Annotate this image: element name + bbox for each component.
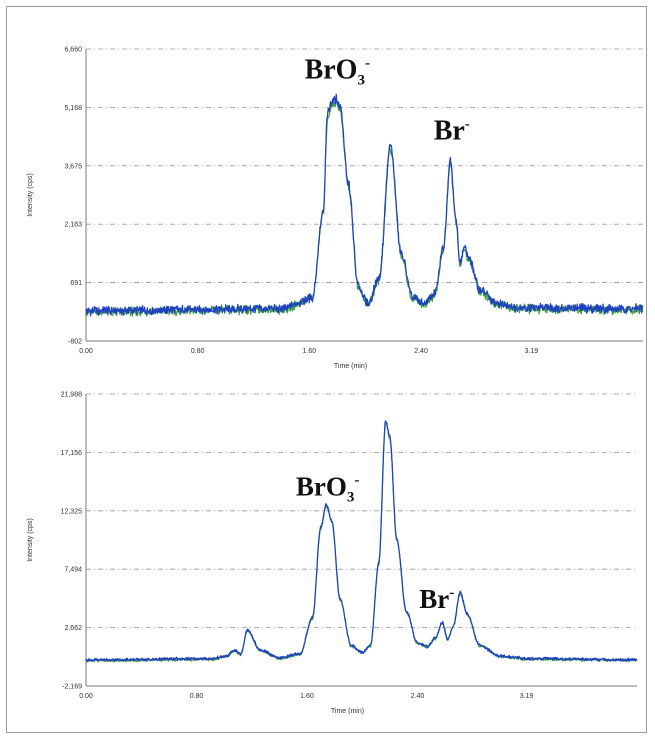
y-tick-label: 5,168 — [64, 105, 82, 112]
x-tick-label: 0.00 — [79, 348, 93, 355]
y-axis-label: Intensity (cps) — [27, 173, 34, 217]
x-tick-label: 3.19 — [520, 693, 534, 700]
x-tick-label: 0.80 — [191, 348, 205, 355]
y-tick-label: 3,675 — [64, 163, 82, 170]
x-tick-label: 3.19 — [525, 348, 539, 355]
y-tick-label: -2,169 — [62, 684, 82, 691]
x-tick-label: 2.40 — [414, 348, 428, 355]
chart-top: 6,660 5,168 3,675 2,183 691 -802 0.00 0.80 1.60 2… — [27, 47, 644, 370]
peak-label: BrO3- — [296, 471, 360, 505]
peak-label: Br- — [434, 115, 470, 146]
x-tick-label: 1.60 — [303, 348, 317, 355]
trace-line — [85, 422, 638, 663]
y-tick-label: 2,662 — [64, 625, 82, 632]
x-axis-label: Time (min) — [334, 363, 367, 370]
y-tick-label: 2,183 — [64, 222, 82, 229]
y-tick-label: 691 — [70, 280, 82, 287]
y-tick-label: 6,660 — [64, 47, 82, 54]
y-tick-label: -802 — [68, 339, 82, 346]
peak-label: BrO3- — [305, 55, 370, 89]
x-tick-label: 1.60 — [300, 693, 314, 700]
trace-line — [85, 99, 644, 317]
x-axis-label: Time (min) — [331, 708, 364, 715]
y-tick-label: 21,988 — [61, 392, 83, 399]
trace-line — [85, 420, 638, 663]
y-tick-label: 7,494 — [64, 567, 82, 574]
x-tick-label: 0.80 — [190, 693, 204, 700]
x-tick-label: 0.00 — [79, 693, 93, 700]
peak-label: Br- — [419, 584, 454, 614]
y-tick-label: 12,325 — [61, 508, 83, 515]
y-tick-label: 17,156 — [61, 450, 83, 457]
y-axis-label: Intensity (cps) — [27, 518, 34, 562]
chart-bottom: 21,988 17,156 12,325 7,494 2,662 -2,169 0.00 0.… — [27, 392, 638, 715]
trace-line — [85, 93, 644, 317]
x-tick-label: 2.40 — [411, 693, 425, 700]
